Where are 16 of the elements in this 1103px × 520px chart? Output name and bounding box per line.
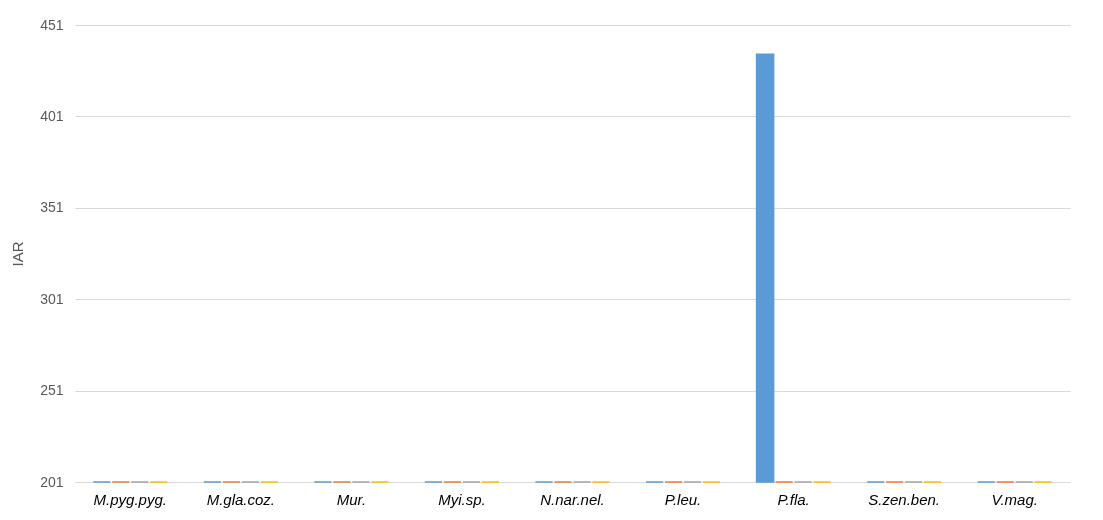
x-tick-label: Mur. — [336, 490, 367, 508]
x-tick-label: P.leu. — [664, 490, 702, 508]
y-tick-label: 401 — [40, 107, 64, 124]
x-tick-label: V.mag. — [991, 490, 1038, 508]
y-tick-label: 201 — [40, 473, 64, 490]
x-tick-label: Myi.sp. — [438, 490, 486, 508]
y-axis-title: IAR — [9, 241, 27, 267]
x-tick-label: P.fla. — [777, 490, 810, 508]
y-tick-label: 351 — [40, 199, 64, 216]
y-tick-label: 251 — [40, 382, 64, 399]
y-tick-label: 451 — [40, 16, 64, 33]
x-tick-label: S.zen.ben. — [868, 490, 941, 508]
y-tick-label: 301 — [40, 290, 64, 307]
x-tick-label: M.pyg.pyg. — [93, 490, 167, 508]
x-tick-label: M.gla.coz. — [206, 490, 276, 508]
x-tick-label: N.nar.nel. — [540, 490, 605, 508]
